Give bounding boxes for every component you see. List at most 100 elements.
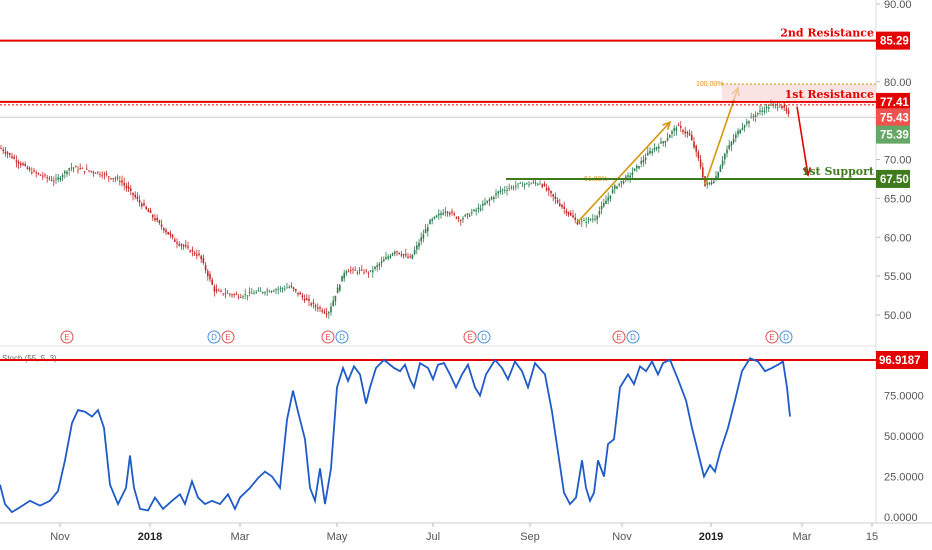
candle-body [281,288,284,290]
candle-body [325,313,328,315]
candle-body [548,188,550,191]
candle-body [116,177,119,179]
candle-body [237,296,240,298]
stochastic-pane: Stoch (55, 5, 3) 75.0000 50.0000 25.0000 0.… [0,350,928,524]
price-tick-label: 70.00 [884,155,912,167]
candle-body [781,106,783,109]
time-tick-label: Nov [612,531,632,543]
candle-body [592,218,594,220]
candle-body [671,131,673,134]
candle-body [572,215,574,218]
candle-body [149,210,152,213]
candle-body [86,168,88,170]
price-tick-label: 55.00 [884,271,912,283]
candle-body [499,190,502,193]
osc-tick-label: 75.0000 [884,391,924,403]
candle-body [215,289,218,292]
candle-body [739,129,741,134]
candle-body [726,149,728,154]
candle-body [97,171,99,173]
candle-body [75,166,77,168]
candle-body [176,242,178,244]
candle-body [182,245,185,247]
candle-body [64,171,66,174]
candle-body [482,203,484,206]
oscillator-name: Stoch (55, 5, 3) [2,354,57,363]
candle-body [134,194,136,198]
candle-body [457,217,460,219]
candle-body [539,183,541,185]
candle-body [369,270,372,271]
candle-body [26,167,29,169]
candle-body [169,232,172,236]
candle-body [11,156,13,159]
time-tick-label: Jul [426,531,440,543]
candle-body [473,209,475,212]
projection-arrowhead [662,120,672,131]
event-marker [221,330,235,344]
candle-body [526,182,528,184]
event-marker [765,330,779,344]
candle-body [185,245,187,247]
candle-body [79,168,81,170]
candle-body [312,302,315,304]
candle-body [308,299,310,301]
candle-body [314,305,317,307]
candle-body [647,152,649,156]
candle-body [174,239,176,242]
candle-body [53,180,55,182]
candle-body [15,160,18,163]
event-marker-label: D [211,333,217,342]
candle-body [682,130,684,132]
event-marker [321,330,335,344]
candle-body [638,165,640,169]
candle-body [444,211,447,213]
candle-body [189,250,191,253]
osc-level-tag [876,350,928,369]
candle-body [398,252,400,254]
candle-body [198,253,200,256]
candle-body [757,112,759,115]
price-tags: 75.43 75.39 [876,108,910,144]
candle-body [724,153,726,160]
candle-body [286,287,288,289]
candle-body [495,193,497,196]
event-marker-label: E [616,333,621,342]
candle-body [361,269,363,271]
candle-body [138,200,141,203]
candlestick-series [0,99,876,319]
candle-body [154,217,156,221]
candle-body [251,293,253,294]
candle-body [246,295,249,297]
level-tag [876,31,910,50]
candle-body [321,310,323,312]
candle-body [158,220,161,224]
candle-body [653,148,656,150]
candle-body [356,272,359,273]
candle-body [229,293,231,295]
candle-body [46,177,48,179]
candle-body [680,126,682,128]
time-tick-label: Mar [231,531,250,543]
price-axis: 90.00 80.00 70.00 65.00 60.00 55.00 50.00 [875,0,912,523]
candle-body [440,213,442,215]
candle-body [72,167,75,169]
candle-body [119,181,121,182]
candle-body [235,294,238,295]
candle-body [57,177,59,180]
candle-body [420,237,422,242]
candle-body [567,212,570,215]
candle-body [765,106,768,108]
candle-body [686,131,689,134]
projection-arrowhead [802,167,812,177]
candle-body [587,218,590,220]
candle-body [165,229,167,233]
candle-body [0,147,2,149]
candle-body [123,182,125,186]
candle-body [394,251,396,254]
candle-body [468,215,471,217]
candle-body [429,220,431,225]
candle-body [732,139,735,143]
event-marker-label: E [467,333,472,342]
candle-body [484,202,486,205]
